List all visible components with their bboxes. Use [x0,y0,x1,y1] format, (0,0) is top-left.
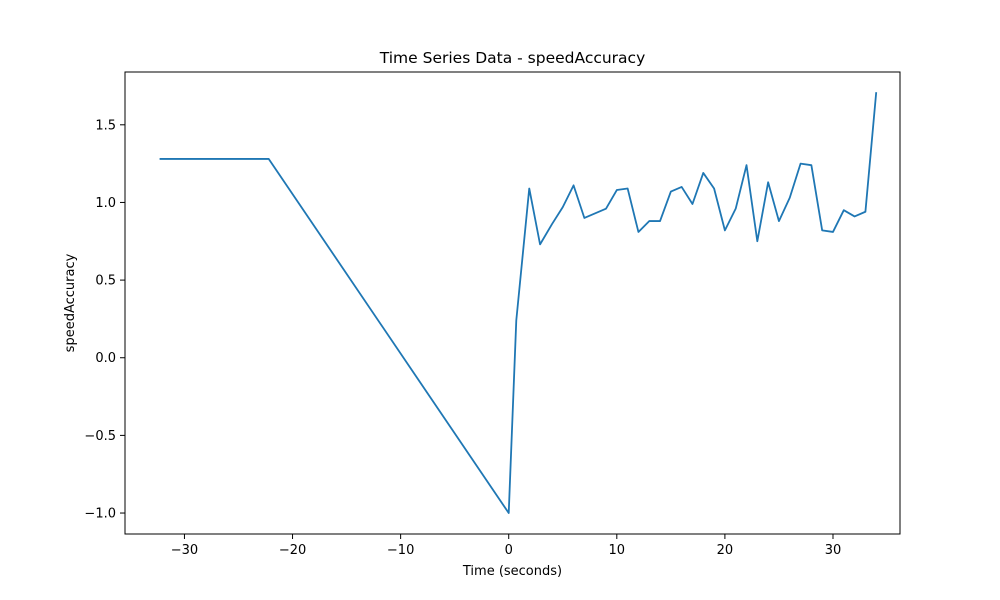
axes-frame [124,71,901,535]
chart-title: Time Series Data - speedAccuracy [379,49,646,67]
y-tick-label: −1.0 [84,507,116,522]
y-axis: −1.0 −0.5 0.0 0.5 1.0 1.5 [84,118,125,522]
x-tick-label: −10 [387,543,414,558]
x-tick-label: −30 [171,543,198,558]
x-tick-label: 20 [717,543,734,558]
x-axis: −30 −20 −10 0 10 20 30 [171,534,842,558]
y-tick-label: −0.5 [84,429,116,444]
y-tick-label: 1.0 [95,196,116,211]
x-tick-label: 0 [505,543,513,558]
y-tick-label: 0.5 [95,274,116,289]
x-axis-label: Time (seconds) [462,564,562,579]
y-tick-label: 1.5 [95,118,116,133]
x-tick-label: −20 [279,543,306,558]
plot-area [159,92,878,514]
y-tick-label: 0.0 [95,351,116,366]
x-tick-label: 30 [825,543,842,558]
series-line-0 [159,92,878,514]
y-axis-label: speedAccuracy [63,253,78,352]
x-tick-label: 10 [609,543,626,558]
